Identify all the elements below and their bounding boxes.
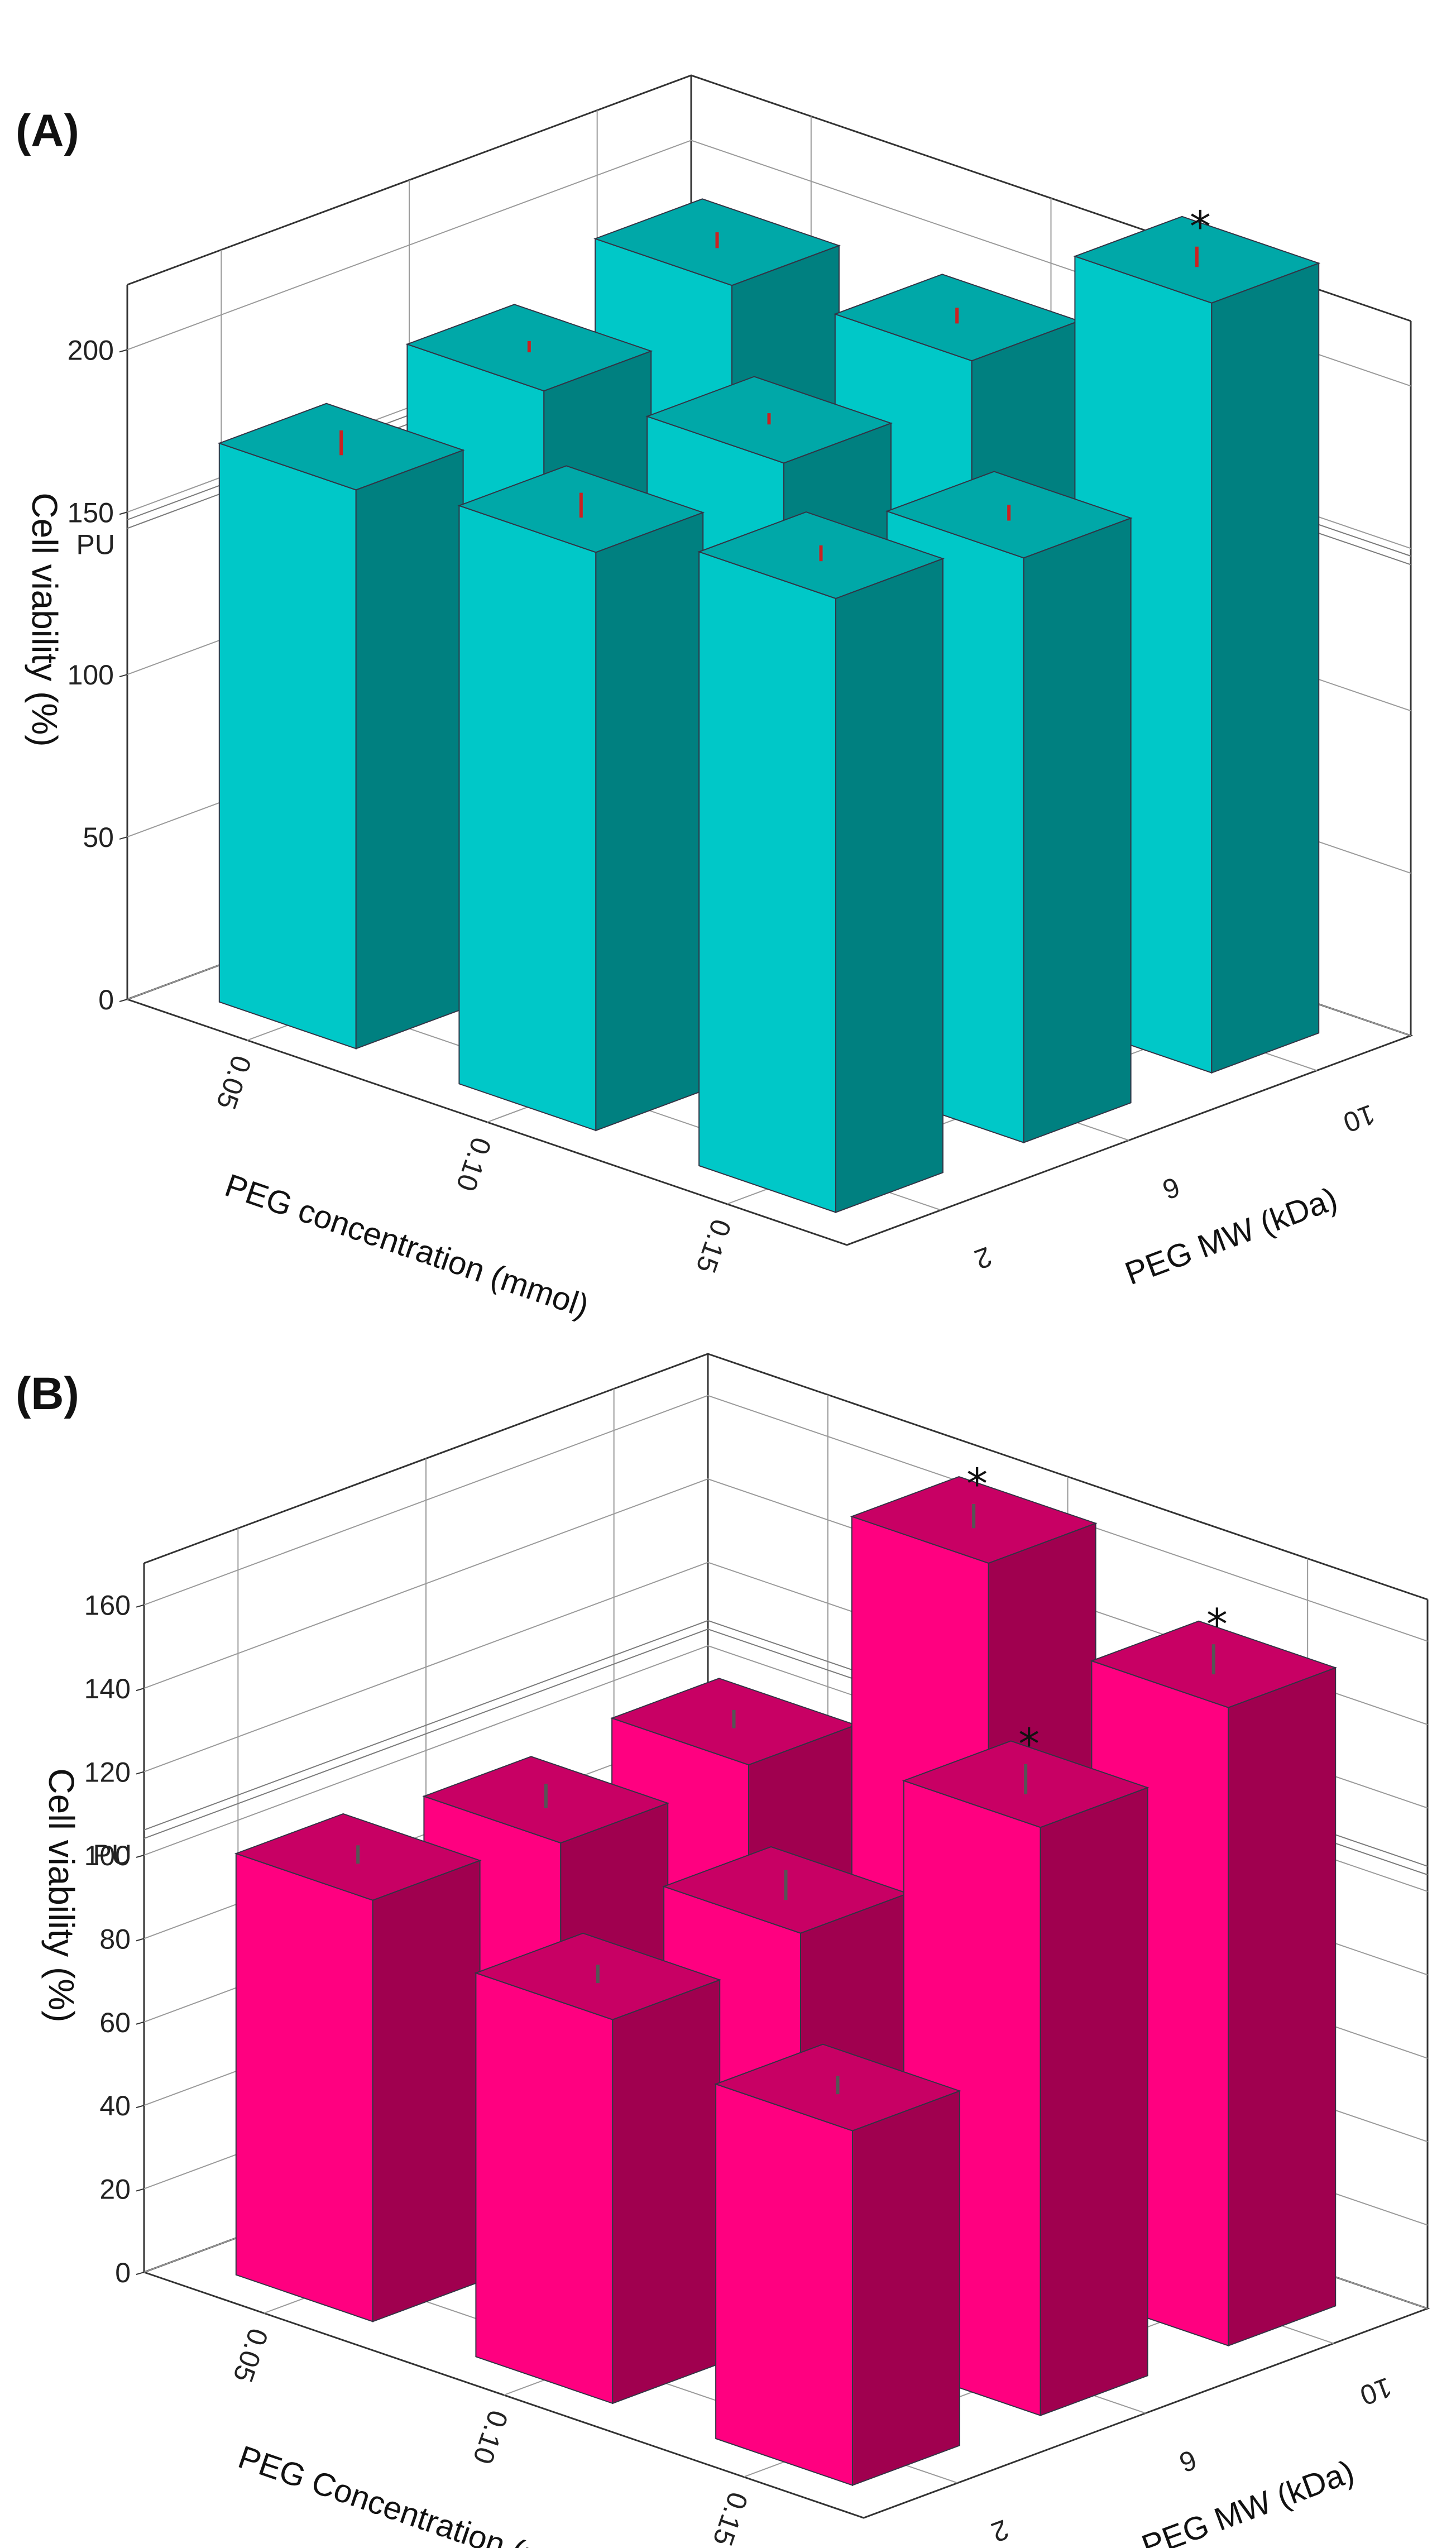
y-tick-label: 160 xyxy=(84,1590,131,1621)
y-tick-label: 100 xyxy=(84,1840,131,1871)
bar-0.10-2 xyxy=(457,465,705,1132)
y-tick-label: 140 xyxy=(84,1673,131,1704)
y-tick-mark xyxy=(136,1688,145,1692)
z-tick-label: 10 xyxy=(1356,2372,1396,2412)
chart-panel-a: (A) PU 0 50 100 150 200 Cell viability (%) 0.05… xyxy=(16,74,1414,1325)
chart-panel-b: (B) PU 0 20 40 60 80 100 120 140 160 Cell viabilit… xyxy=(16,1353,1430,2548)
significance-marker: * xyxy=(966,1459,988,1508)
bar-0.15-2 xyxy=(697,511,945,1214)
y-tick-mark xyxy=(136,2188,145,2192)
bar-0.15-10: * xyxy=(1073,202,1321,1074)
y-tick-label: 100 xyxy=(68,659,114,691)
z-axis-title: PEG MW (kDa) xyxy=(1137,2453,1359,2548)
y-tick-mark xyxy=(119,999,128,1002)
bar-front-face xyxy=(475,1972,614,2405)
bar-side-face xyxy=(1228,1666,1337,2347)
x-axis-title: PEG Concentration (mmol) xyxy=(234,2439,614,2548)
y-tick-mark xyxy=(136,2105,145,2109)
y-tick-label: 0 xyxy=(98,984,114,1016)
z-axis-title: PEG MW (kDa) xyxy=(1120,1180,1342,1292)
panel-label-a: (A) xyxy=(16,106,79,156)
bar-0.15-2 xyxy=(714,2043,961,2487)
y-tick-label: 200 xyxy=(68,334,114,366)
y-tick-mark xyxy=(136,2021,145,2025)
bar-side-face xyxy=(1211,262,1320,1074)
y-tick-label: 40 xyxy=(99,2090,131,2121)
y-tick-mark xyxy=(136,2272,145,2275)
y-tick-mark xyxy=(136,1938,145,1942)
bar-front-face xyxy=(458,505,597,1132)
x-tick-label: 0.10 xyxy=(467,2406,514,2468)
reference-label: PU xyxy=(93,1839,132,1870)
y-tick-label: 0 xyxy=(115,2257,131,2288)
y-tick-mark xyxy=(136,1854,145,1858)
bar-0.05-2 xyxy=(217,403,465,1050)
y-tick-mark xyxy=(119,836,128,840)
z-tick-label: 2 xyxy=(987,2513,1013,2548)
y-axis-title: Cell viability (%) xyxy=(41,1768,82,2022)
y-tick-label: 60 xyxy=(99,2007,131,2038)
y-tick-label: 80 xyxy=(99,1923,131,1955)
bar-side-face xyxy=(835,558,943,1214)
bar-side-face xyxy=(355,449,464,1050)
x-tick-label: 0.15 xyxy=(690,1215,737,1277)
y-axis-title: Cell viability (%) xyxy=(25,492,65,746)
y-tick-label: 120 xyxy=(84,1757,131,1788)
bar-side-face xyxy=(372,1860,481,2322)
y-tick-mark xyxy=(119,674,128,678)
significance-marker: * xyxy=(1018,1719,1040,1769)
y-tick-mark xyxy=(136,1604,145,1608)
y-tick-mark xyxy=(119,349,128,353)
bar-front-face xyxy=(698,551,836,1213)
bar-0.05-2 xyxy=(234,1813,482,2322)
y-tick-label: 150 xyxy=(68,497,114,528)
bar-side-face xyxy=(1040,1787,1148,2417)
y-gridline xyxy=(143,1395,1428,1642)
bar-side-face xyxy=(852,2090,960,2487)
bar-front-face xyxy=(218,442,357,1050)
x-tick-label: 0.05 xyxy=(227,2325,274,2386)
bar-front-face xyxy=(715,2083,853,2486)
z-tick-label: 10 xyxy=(1339,1099,1380,1139)
x-tick-label: 0.05 xyxy=(210,1052,257,1113)
bar-front-face xyxy=(235,1852,373,2322)
panel-label-b: (B) xyxy=(16,1368,79,1419)
x-tick-label: 0.15 xyxy=(707,2488,754,2548)
reference-label: PU xyxy=(76,529,115,560)
z-tick-label: 6 xyxy=(1175,2444,1201,2478)
y-tick-label: 20 xyxy=(99,2174,131,2205)
z-tick-label: 2 xyxy=(970,1241,996,1275)
y-tick-label: 50 xyxy=(83,822,114,853)
x-tick-label: 0.10 xyxy=(450,1133,497,1195)
z-tick-label: 6 xyxy=(1158,1171,1184,1205)
bar-side-face xyxy=(595,511,704,1132)
y-tick-mark xyxy=(136,1771,145,1775)
x-axis-title: PEG concentration (mmol) xyxy=(221,1167,593,1324)
wall-top-edge xyxy=(143,1353,1428,1601)
y-tick-mark xyxy=(119,511,128,515)
bar-side-face xyxy=(612,1979,721,2405)
significance-marker: * xyxy=(1206,1599,1228,1649)
bars: * * * xyxy=(234,1459,1338,2487)
significance-marker: * xyxy=(1190,202,1211,251)
bars: * xyxy=(217,198,1321,1214)
bar-0.10-2 xyxy=(474,1932,722,2405)
bar-0.15-6: * xyxy=(902,1719,1150,2417)
bar-side-face xyxy=(1023,517,1132,1144)
